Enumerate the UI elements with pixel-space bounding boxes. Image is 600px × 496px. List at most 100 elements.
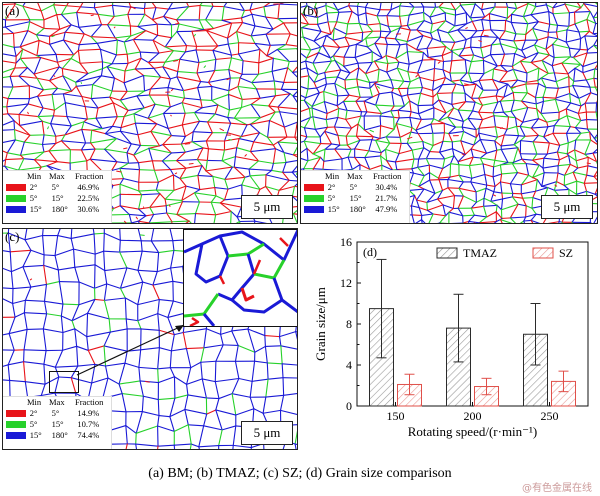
subgrain-boundary xyxy=(170,114,172,117)
grain-boundary xyxy=(48,66,60,82)
grain-boundary xyxy=(281,363,284,379)
grain-boundary xyxy=(268,105,276,113)
grain-boundary xyxy=(15,48,24,57)
grain-boundary xyxy=(572,56,582,65)
grain-boundary xyxy=(249,175,261,190)
grain-boundary xyxy=(124,68,136,72)
grain-boundary xyxy=(324,130,339,136)
grain-boundary xyxy=(301,140,305,143)
grain-boundary xyxy=(37,115,55,118)
grain-boundary xyxy=(392,168,398,171)
grain-boundary xyxy=(188,4,201,8)
grain-boundary xyxy=(227,30,238,39)
grain-boundary xyxy=(458,55,466,61)
grain-boundary xyxy=(126,349,142,352)
grain-boundary xyxy=(459,3,462,6)
grain-boundary xyxy=(399,5,415,8)
grain-boundary xyxy=(292,71,297,73)
grain-boundary xyxy=(314,128,321,138)
grain-boundary xyxy=(596,119,597,121)
grain-boundary xyxy=(296,48,297,51)
grain-boundary xyxy=(138,189,157,192)
grain-boundary xyxy=(346,139,361,146)
panel-c-ebsd-map: (c) Min Max Fraction xyxy=(2,228,298,450)
grain-boundary xyxy=(411,127,417,131)
grain-boundary xyxy=(497,83,509,91)
grain-boundary xyxy=(55,53,58,63)
grain-boundary xyxy=(7,86,14,100)
grain-boundary xyxy=(344,79,347,90)
grain-boundary xyxy=(296,48,297,50)
grain-boundary xyxy=(153,169,159,183)
grain-boundary xyxy=(112,102,129,111)
grain-boundary xyxy=(438,6,456,11)
grain-boundary xyxy=(541,172,545,187)
grain-boundary xyxy=(521,39,526,51)
grain-boundary xyxy=(525,23,529,35)
grain-boundary xyxy=(439,140,444,153)
grain-boundary xyxy=(164,198,183,201)
grain-boundary xyxy=(101,125,114,130)
grain-boundary xyxy=(520,174,530,186)
grain-boundary xyxy=(109,90,113,98)
grain-boundary xyxy=(152,19,158,25)
subgrain-boundary xyxy=(170,88,174,92)
grain-boundary xyxy=(457,153,466,163)
grain-boundary xyxy=(479,152,488,159)
grain-boundary xyxy=(408,189,416,196)
grain-boundary xyxy=(156,267,172,273)
grain-boundary xyxy=(306,52,320,59)
grain-boundary xyxy=(193,107,203,114)
legend-max: 5° xyxy=(51,408,60,418)
grain-boundary xyxy=(33,66,60,75)
grain-boundary xyxy=(327,21,332,35)
grain-boundary xyxy=(313,3,317,10)
grain-boundary xyxy=(442,140,453,143)
grain-boundary xyxy=(429,150,441,153)
grain-boundary xyxy=(574,18,588,25)
grain-boundary xyxy=(430,29,439,34)
grain-boundary xyxy=(302,36,315,42)
grain-boundary xyxy=(58,448,60,449)
grain-boundary xyxy=(423,11,425,22)
grain-boundary xyxy=(540,72,549,79)
grain-boundary xyxy=(510,110,517,119)
grain-boundary xyxy=(125,318,139,322)
grain-boundary xyxy=(62,303,80,306)
grain-boundary xyxy=(60,11,78,16)
grain-boundary xyxy=(522,197,534,199)
grain-boundary xyxy=(345,135,348,146)
magnified-inset xyxy=(183,229,297,327)
grain-boundary xyxy=(115,53,128,56)
grain-boundary xyxy=(266,48,278,57)
grain-boundary xyxy=(301,168,305,170)
grain-boundary xyxy=(285,159,297,164)
grain-boundary xyxy=(27,103,44,109)
legend-max: 15° xyxy=(349,193,362,203)
grain-boundary xyxy=(467,72,473,84)
grain-boundary xyxy=(578,31,582,40)
grain-boundary xyxy=(451,148,455,157)
subgrain-boundary xyxy=(461,153,465,156)
grain-boundary xyxy=(54,235,59,257)
grain-boundary xyxy=(35,34,51,37)
grain-boundary xyxy=(337,5,350,11)
grain-boundary xyxy=(212,49,232,56)
grain-boundary xyxy=(444,12,457,16)
grain-boundary xyxy=(43,264,48,286)
grain-boundary xyxy=(162,61,166,68)
grain-boundary xyxy=(555,87,559,99)
grain-boundary xyxy=(387,61,400,64)
grain-boundary xyxy=(458,47,465,57)
grain-boundary xyxy=(244,175,251,178)
grain-boundary xyxy=(161,152,173,162)
grain-boundary xyxy=(124,362,140,368)
grain-boundary xyxy=(273,80,276,90)
grain-boundary xyxy=(587,165,597,169)
grain-boundary xyxy=(186,378,203,385)
grain-boundary xyxy=(498,71,508,83)
grain-boundary xyxy=(19,151,45,156)
grain-boundary xyxy=(563,180,578,186)
grain-boundary xyxy=(490,191,495,202)
grain-boundary xyxy=(496,134,505,138)
